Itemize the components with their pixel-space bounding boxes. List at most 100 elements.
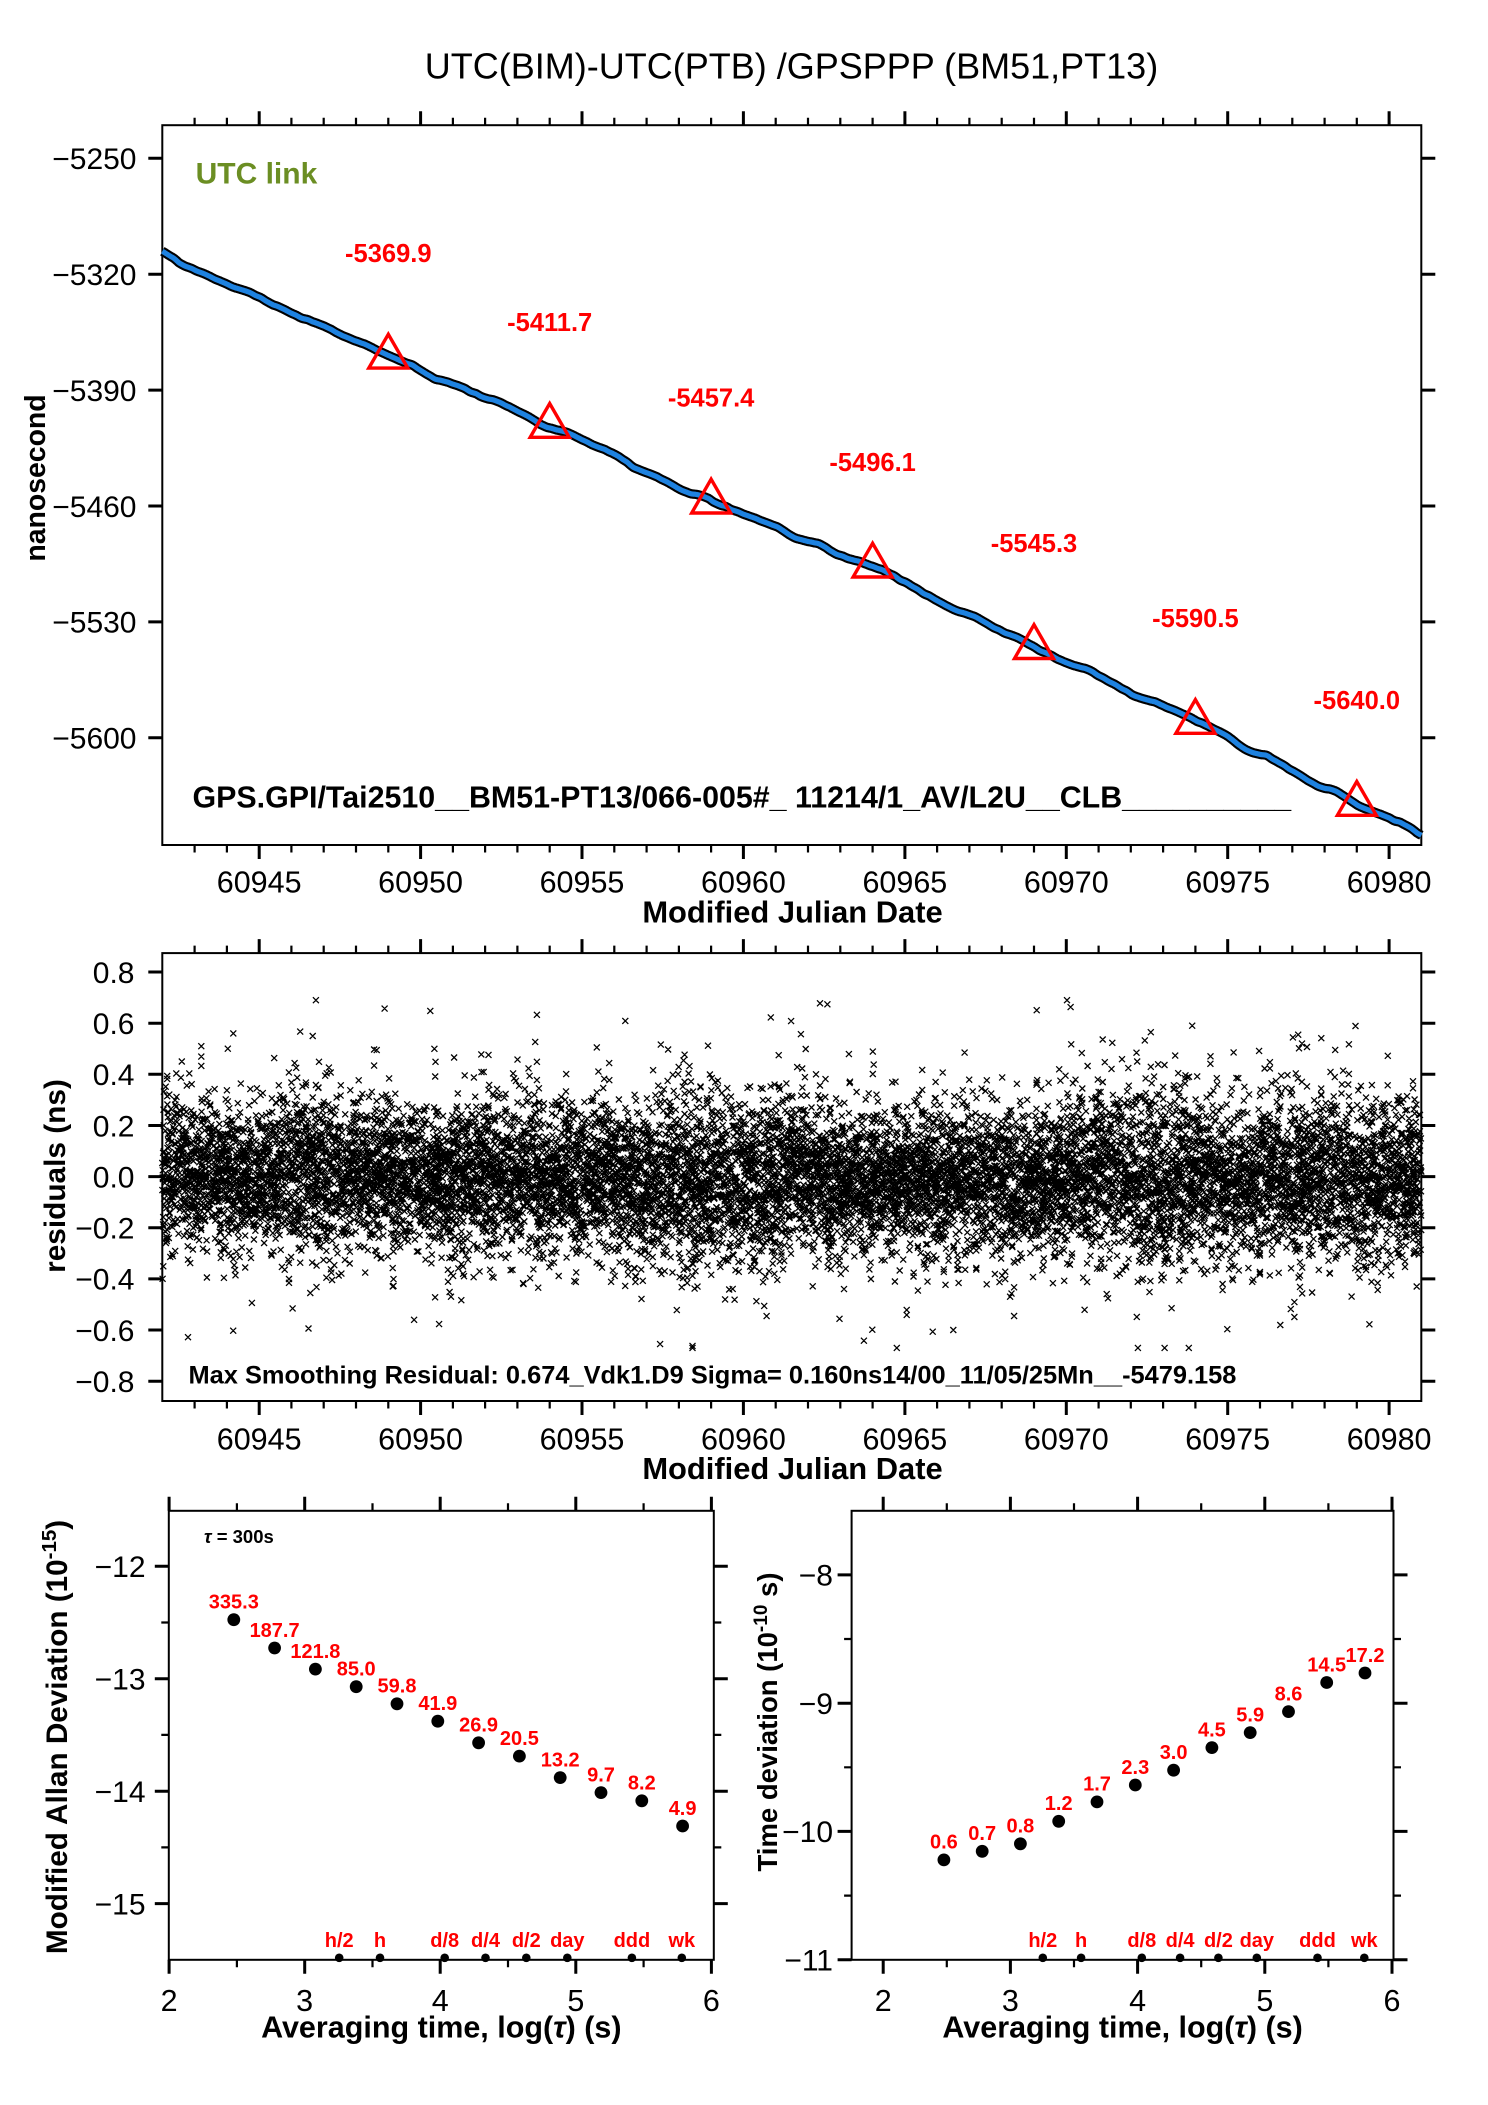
svg-text:−5250: −5250: [52, 143, 136, 176]
svg-text:121.8: 121.8: [290, 1641, 340, 1663]
svg-text:UTC link: UTC link: [196, 157, 318, 190]
svg-text:13.2: 13.2: [541, 1749, 580, 1771]
svg-text:τ = 300s: τ = 300s: [204, 1526, 274, 1547]
svg-text:d/2: d/2: [1204, 1930, 1233, 1952]
svg-text:ddd: ddd: [1299, 1930, 1336, 1952]
svg-text:5.9: 5.9: [1236, 1704, 1264, 1726]
svg-text:60945: 60945: [217, 1422, 302, 1456]
svg-text:−10: −10: [782, 1816, 833, 1849]
svg-text:−5530: −5530: [52, 607, 136, 640]
svg-text:60980: 60980: [1347, 865, 1432, 899]
svg-text:60980: 60980: [1347, 1422, 1432, 1456]
svg-text:h/2: h/2: [1028, 1930, 1057, 1952]
svg-text:60950: 60950: [378, 1422, 463, 1456]
svg-text:UTC(BIM)-UTC(PTB) /GPSPPP (B: UTC(BIM)-UTC(PTB) /GPSPPP (BM51,PT13): [425, 46, 1158, 87]
svg-text:nanosecond: nanosecond: [20, 394, 52, 561]
svg-text:60965: 60965: [862, 1422, 947, 1456]
svg-text:h/2: h/2: [325, 1930, 354, 1952]
svg-text:−14: −14: [95, 1776, 146, 1809]
svg-text:Time deviation (10-10 s): Time deviation (10-10 s): [751, 1573, 783, 1872]
svg-text:3.0: 3.0: [1160, 1742, 1188, 1764]
svg-text:−5320: −5320: [52, 259, 136, 292]
svg-text:-5411.7: -5411.7: [507, 309, 592, 337]
svg-text:60955: 60955: [540, 1422, 625, 1456]
svg-text:60950: 60950: [378, 865, 463, 899]
svg-text:2.3: 2.3: [1121, 1757, 1149, 1779]
svg-text:−15: −15: [95, 1888, 146, 1921]
svg-text:3: 3: [296, 1984, 313, 2018]
svg-text:5: 5: [1256, 1984, 1273, 2018]
svg-text:0.6: 0.6: [93, 1008, 135, 1041]
svg-text:Modified Allan Deviation (10-1: Modified Allan Deviation (10-15): [38, 1520, 74, 1954]
svg-text:d/8: d/8: [430, 1930, 459, 1952]
svg-text:day: day: [1240, 1930, 1275, 1952]
svg-text:60955: 60955: [540, 865, 625, 899]
svg-text:2: 2: [875, 1984, 892, 2018]
svg-text:−5460: −5460: [52, 491, 136, 524]
svg-text:-5496.1: -5496.1: [829, 449, 916, 477]
svg-text:-5640.0: -5640.0: [1314, 687, 1401, 715]
svg-text:60965: 60965: [862, 865, 947, 899]
svg-text:−0.8: −0.8: [75, 1366, 134, 1399]
svg-text:d/8: d/8: [1127, 1930, 1156, 1952]
svg-text:2: 2: [161, 1984, 178, 2018]
svg-text:9.7: 9.7: [587, 1764, 615, 1786]
svg-text:-5369.9: -5369.9: [345, 240, 432, 268]
svg-text:60960: 60960: [701, 865, 786, 899]
svg-text:0.4: 0.4: [93, 1059, 135, 1092]
svg-text:6: 6: [1384, 1984, 1401, 2018]
svg-text:20.5: 20.5: [500, 1728, 539, 1750]
svg-text:−5390: −5390: [52, 375, 136, 408]
svg-text:60975: 60975: [1185, 1422, 1270, 1456]
svg-text:0.8: 0.8: [93, 957, 135, 990]
svg-text:4: 4: [1129, 1984, 1146, 2018]
svg-text:h: h: [374, 1930, 386, 1952]
svg-text:−8: −8: [799, 1560, 833, 1593]
svg-text:d/4: d/4: [1166, 1930, 1196, 1952]
svg-text:8.2: 8.2: [628, 1773, 656, 1795]
svg-text:6: 6: [703, 1984, 720, 2018]
svg-text:1.7: 1.7: [1083, 1774, 1111, 1796]
svg-text:Averaging time, log(τ) (s): Averaging time, log(τ) (s): [261, 2011, 621, 2045]
svg-text:wk: wk: [667, 1930, 696, 1952]
svg-text:0.7: 0.7: [968, 1823, 996, 1845]
svg-text:14.5: 14.5: [1307, 1654, 1346, 1676]
svg-text:d/4: d/4: [471, 1930, 501, 1952]
svg-text:5: 5: [567, 1984, 584, 2018]
svg-text:4.9: 4.9: [669, 1798, 697, 1820]
svg-text:−9: −9: [799, 1688, 833, 1721]
svg-text:−11: −11: [784, 1944, 833, 1977]
svg-text:day: day: [550, 1930, 585, 1952]
svg-text:85.0: 85.0: [337, 1659, 376, 1681]
svg-text:0.2: 0.2: [93, 1110, 135, 1143]
svg-text:wk: wk: [1350, 1930, 1379, 1952]
svg-text:26.9: 26.9: [459, 1715, 498, 1737]
svg-text:187.7: 187.7: [250, 1620, 300, 1642]
svg-text:60975: 60975: [1185, 865, 1270, 899]
svg-text:60970: 60970: [1024, 1422, 1109, 1456]
svg-text:41.9: 41.9: [418, 1693, 457, 1715]
svg-text:−5600: −5600: [52, 723, 136, 756]
svg-text:60960: 60960: [701, 1422, 786, 1456]
svg-text:−13: −13: [95, 1664, 146, 1697]
svg-text:d/2: d/2: [512, 1930, 541, 1952]
svg-text:-5457.4: -5457.4: [668, 385, 755, 413]
svg-text:−12: −12: [95, 1551, 146, 1584]
svg-text:4: 4: [432, 1984, 449, 2018]
svg-text:-5590.5: -5590.5: [1152, 605, 1239, 633]
svg-text:Max Smoothing Residual: 0.674_: Max Smoothing Residual: 0.674_Vdk1.D9 Si…: [189, 1362, 1237, 1390]
svg-text:Modified Julian Date: Modified Julian Date: [642, 894, 942, 929]
svg-text:0.0: 0.0: [93, 1161, 135, 1194]
svg-text:-5545.3: -5545.3: [991, 530, 1078, 558]
svg-text:Averaging time, log(τ) (s): Averaging time, log(τ) (s): [942, 2011, 1302, 2045]
svg-text:0.8: 0.8: [1006, 1816, 1034, 1838]
svg-text:8.6: 8.6: [1275, 1683, 1303, 1705]
svg-text:17.2: 17.2: [1346, 1645, 1385, 1667]
svg-text:−0.4: −0.4: [75, 1264, 134, 1297]
svg-text:Modified Julian Date: Modified Julian Date: [642, 1451, 942, 1486]
svg-text:ddd: ddd: [614, 1930, 651, 1952]
svg-text:−0.6: −0.6: [75, 1315, 134, 1348]
svg-text:0.6: 0.6: [930, 1832, 958, 1854]
svg-text:h: h: [1075, 1930, 1087, 1952]
svg-text:4.5: 4.5: [1198, 1719, 1226, 1741]
